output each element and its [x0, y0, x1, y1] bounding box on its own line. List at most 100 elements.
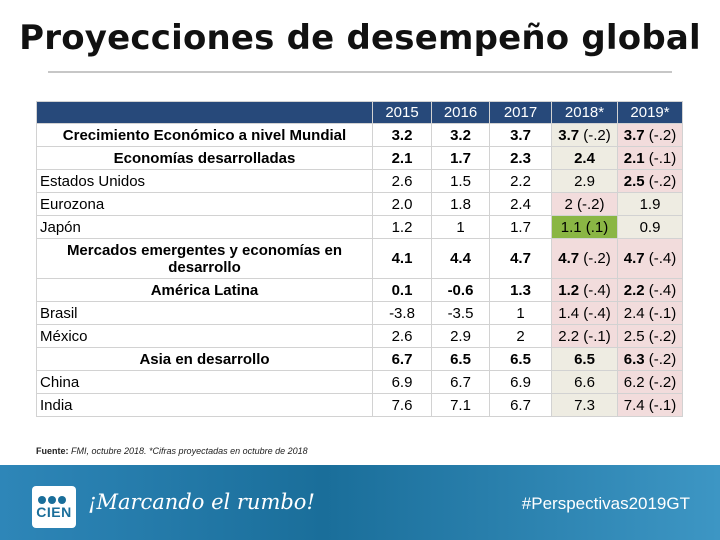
source-label: Fuente:: [36, 446, 69, 456]
row-label: China: [36, 370, 373, 394]
row-label: Brasil: [36, 301, 373, 325]
cell-value: 4.7: [623, 250, 645, 267]
logo-dots-icon: [38, 491, 70, 504]
table-header-row: 2015 2016 2017 2018* 2019*: [36, 101, 683, 124]
cell-2016: 2.9: [431, 324, 490, 348]
cell-2015: 2.0: [372, 192, 432, 216]
row-label: Estados Unidos: [36, 169, 373, 193]
cell-2019: 0.9: [617, 215, 683, 239]
cell-value: 1.9: [639, 195, 661, 213]
cell-2019: 6.2 (-.2): [617, 370, 683, 394]
cell-revision: (-.4): [648, 250, 677, 267]
cell-value: 3.7: [623, 126, 645, 144]
cell-revision: (-.4): [583, 281, 611, 299]
cell-value: 6.6: [574, 373, 595, 391]
cell-revision: (-.2): [648, 172, 677, 190]
table-row: India 7.6 7.1 6.7 7.3 7.4 (-.1): [36, 393, 683, 417]
cell-2015: 7.6: [372, 393, 432, 417]
cell-2015: 4.1: [372, 238, 432, 279]
projections-table: 2015 2016 2017 2018* 2019* Crecimiento E…: [36, 101, 683, 417]
table-row: Eurozona 2.0 1.8 2.4 2 (-.2) 1.9: [36, 192, 683, 216]
footer-slogan: ¡Marcando el rumbo!: [88, 490, 315, 514]
cell-2016: 3.2: [431, 123, 490, 147]
cell-2016: 4.4: [431, 238, 490, 279]
cell-2015: 3.2: [372, 123, 432, 147]
cell-revision: (.1): [585, 218, 609, 236]
cell-2015: 6.7: [372, 347, 432, 371]
cell-2019: 4.7 (-.4): [617, 238, 683, 279]
row-label: Asia en desarrollo: [36, 347, 373, 371]
cell-2019: 7.4 (-.1): [617, 393, 683, 417]
table-row: Mercados emergentes y economías en desar…: [36, 238, 683, 279]
cell-2019: 2.4 (-.1): [617, 301, 683, 325]
cell-value: 2.9: [574, 172, 595, 190]
cell-2017: 2.4: [489, 192, 552, 216]
cell-2017: 6.5: [489, 347, 552, 371]
cell-2019: 2.2 (-.4): [617, 278, 683, 302]
cell-2018: 2 (-.2): [551, 192, 618, 216]
cell-2015: -3.8: [372, 301, 432, 325]
cell-2017: 3.7: [489, 123, 552, 147]
cell-2018: 1.4 (-.4): [551, 301, 618, 325]
cell-value: 2.1: [623, 149, 645, 167]
cell-2016: 6.7: [431, 370, 490, 394]
header-2018: 2018*: [551, 101, 618, 124]
table-row: Estados Unidos 2.6 1.5 2.2 2.9 2.5 (-.2): [36, 169, 683, 193]
cell-2015: 0.1: [372, 278, 432, 302]
cell-2018: 2.4: [551, 146, 618, 170]
cell-2019: 6.3 (-.2): [617, 347, 683, 371]
cell-2018: 6.5: [551, 347, 618, 371]
footer-band: [0, 465, 720, 540]
cell-2018: 4.7 (-.2): [551, 238, 618, 279]
cell-2019: 2.5 (-.2): [617, 324, 683, 348]
cell-2016: -0.6: [431, 278, 490, 302]
cell-2016: 1.5: [431, 169, 490, 193]
cell-2015: 2.1: [372, 146, 432, 170]
cell-2016: 1: [431, 215, 490, 239]
cell-2019: 2.5 (-.2): [617, 169, 683, 193]
footer-hashtag: #Perspectivas2019GT: [521, 494, 690, 513]
cell-revision: (-.2): [577, 195, 605, 213]
cell-2016: 7.1: [431, 393, 490, 417]
page-title: Proyecciones de desempeño global: [19, 18, 701, 58]
cell-2018: 2.2 (-.1): [551, 324, 618, 348]
table-row: Asia en desarrollo 6.7 6.5 6.5 6.5 6.3 (…: [36, 347, 683, 371]
cell-2018: 1.1 (.1): [551, 215, 618, 239]
cell-2015: 6.9: [372, 370, 432, 394]
row-label: Economías desarrolladas: [36, 146, 373, 170]
row-label: Crecimiento Económico a nivel Mundial: [36, 123, 373, 147]
header-2016: 2016: [431, 101, 490, 124]
cell-2016: 6.5: [431, 347, 490, 371]
cell-2017: 2.2: [489, 169, 552, 193]
cell-value: 6.3: [623, 350, 645, 368]
source-text: FMI, octubre 2018. *Cifras proyectadas e…: [71, 446, 308, 456]
cell-value: 6.5: [574, 350, 595, 368]
cell-2016: 1.7: [431, 146, 490, 170]
cell-2018: 3.7 (-.2): [551, 123, 618, 147]
table-row: Japón 1.2 1 1.7 1.1 (.1) 0.9: [36, 215, 683, 239]
cell-2018: 7.3: [551, 393, 618, 417]
cell-value: 7.3: [574, 396, 595, 414]
cell-value: 2.5: [623, 172, 645, 190]
cell-revision: (-.1): [583, 327, 611, 345]
cell-revision: (-.2): [648, 126, 677, 144]
title-divider: [48, 71, 672, 73]
cell-2018: 2.9: [551, 169, 618, 193]
cell-2019: 2.1 (-.1): [617, 146, 683, 170]
cell-value: 0.9: [639, 218, 661, 236]
cell-value: 1.2: [558, 281, 580, 299]
cell-revision: (-.2): [583, 126, 611, 144]
cell-value: 1.1: [560, 218, 582, 236]
cell-value: 1.4: [558, 304, 580, 322]
header-2015: 2015: [372, 101, 432, 124]
cell-revision: (-.1): [648, 149, 677, 167]
cell-2017: 1: [489, 301, 552, 325]
cell-revision: (-.1): [648, 304, 677, 322]
cell-value: 2.4: [574, 149, 595, 167]
header-blank-cell: [36, 101, 373, 124]
cell-value: 2.2: [623, 281, 645, 299]
cell-revision: (-.2): [648, 327, 677, 345]
cell-2015: 2.6: [372, 169, 432, 193]
cell-revision: (-.1): [648, 396, 677, 414]
header-2017: 2017: [489, 101, 552, 124]
